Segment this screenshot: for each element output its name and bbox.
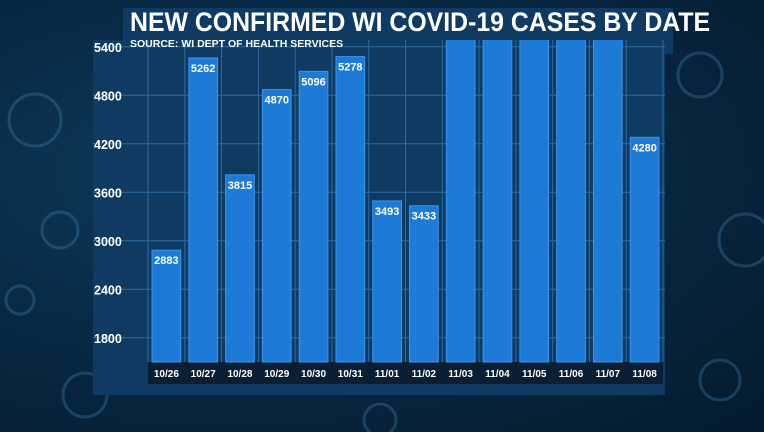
y-tick-label: 2400 [94, 283, 122, 297]
y-tick-label: 3600 [94, 186, 122, 200]
chart-title: NEW CONFIRMED WI COVID-19 CASES BY DATE [130, 7, 711, 37]
x-tick-label: 10/27 [191, 369, 216, 380]
x-tick-label: 10/29 [264, 369, 289, 380]
x-axis-label-strip [148, 362, 663, 384]
bar-value-label: 5262 [191, 63, 215, 75]
bar-value-label: 3433 [412, 211, 436, 223]
bar-value-label: 5278 [338, 62, 362, 74]
x-tick-label: 11/05 [522, 369, 547, 380]
bar-11-01 [372, 200, 402, 363]
x-tick-label: 11/03 [448, 369, 473, 380]
bar-10-29 [261, 89, 292, 363]
bar-value-label: 4280 [632, 142, 656, 154]
bar-11-06 [556, 40, 586, 363]
chart-plot-area: 1800240030003600420048005400600066002883… [93, 40, 665, 395]
y-tick-label: 4200 [94, 138, 122, 152]
bar-value-label: 5096 [301, 76, 325, 88]
x-tick-label: 10/31 [338, 369, 363, 380]
bar-10-28 [225, 174, 255, 363]
bar-value-label: 2883 [154, 255, 178, 267]
bar-10-26 [151, 249, 182, 363]
x-tick-label: 11/04 [485, 369, 510, 380]
y-tick-label: 3000 [94, 235, 122, 249]
bar-value-label: 3815 [228, 180, 252, 192]
bar-value-label: 4870 [265, 95, 289, 107]
bar-10-31 [335, 56, 366, 363]
bar-11-05 [519, 40, 550, 363]
x-tick-label: 11/08 [632, 369, 657, 380]
y-tick-label: 5400 [94, 41, 122, 55]
bar-value-label: 3493 [375, 206, 399, 218]
x-tick-label: 11/06 [559, 369, 584, 380]
x-tick-label: 11/07 [596, 369, 621, 380]
bar-11-07 [592, 40, 623, 363]
x-tick-label: 11/01 [375, 369, 400, 380]
bar-10-30 [298, 70, 329, 363]
x-tick-label: 10/30 [301, 369, 326, 380]
bar-11-03 [445, 40, 476, 363]
y-tick-label: 4800 [94, 89, 122, 103]
chart-source: SOURCE: WI DEPT OF HEALTH SERVICES [130, 38, 344, 50]
x-tick-label: 10/26 [154, 369, 179, 380]
bar-11-04 [482, 40, 513, 363]
x-tick-label: 10/28 [227, 369, 252, 380]
bar-chart: 1800240030003600420048005400600066002883… [93, 40, 665, 384]
y-tick-label: 1800 [94, 332, 122, 346]
x-tick-label: 11/02 [412, 369, 437, 380]
bar-11-08 [629, 136, 660, 363]
bar-10-27 [188, 57, 219, 363]
bar-11-02 [409, 205, 439, 363]
